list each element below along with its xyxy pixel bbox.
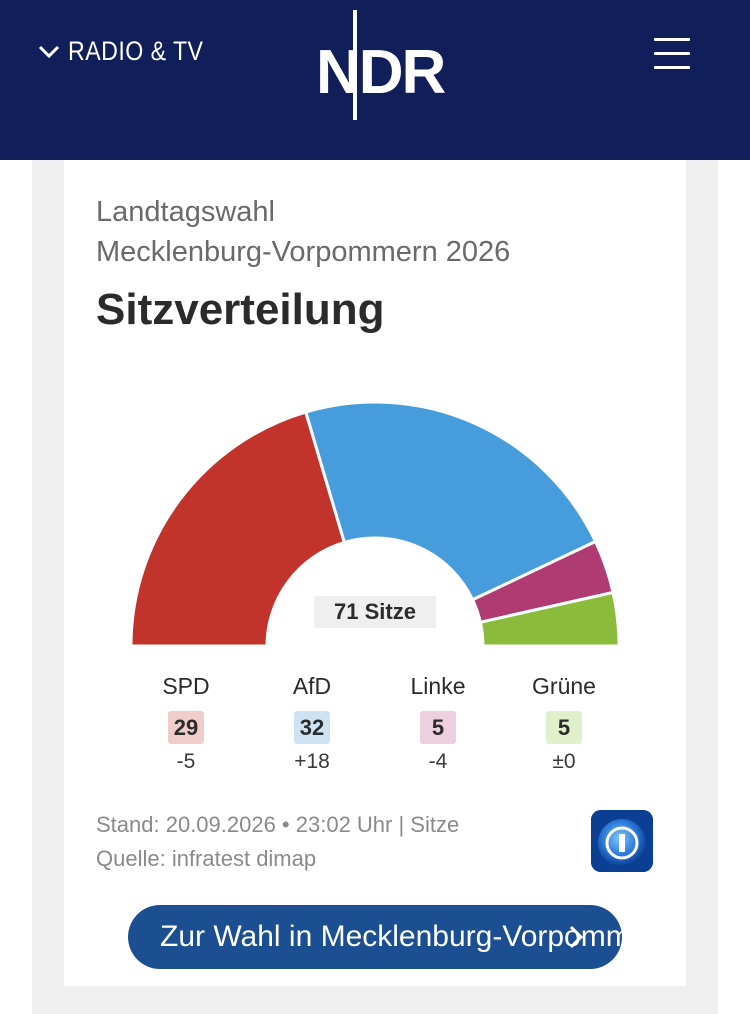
ndr-logo-text: NDR <box>316 38 446 107</box>
total-seats-label: 71 Sitze <box>314 596 436 628</box>
chevron-right-icon <box>569 925 584 949</box>
party-column-grüne: Grüne 5 ±0 <box>509 672 619 775</box>
election-link-label: Zur Wahl in Mecklenburg-Vorpommern <box>160 920 622 953</box>
seat-segment-grüne[interactable] <box>478 590 621 648</box>
ndr-logo[interactable]: NDR <box>316 10 446 120</box>
seat-segment-spd[interactable] <box>129 410 347 648</box>
seat-change-value: -4 <box>428 750 448 773</box>
radio-tv-nav-button[interactable]: RADIO & TV <box>38 36 226 67</box>
tagesschau-logo-icon[interactable] <box>591 810 653 872</box>
chart-title: Sitzverteilung <box>96 285 385 334</box>
timestamp-text: Stand: 20.09.2026 • 23:02 Uhr | Sitze <box>96 812 460 837</box>
seat-change-value: ±0 <box>552 750 576 773</box>
seat-change-value: +18 <box>294 750 330 773</box>
radio-tv-nav-label: RADIO & TV <box>68 36 204 66</box>
ndr-logo-bar <box>353 10 357 120</box>
seat-count-badge: 29 <box>167 711 205 744</box>
party-column-afd: AfD 32 +18 <box>257 672 367 775</box>
party-name: Linke <box>410 673 466 699</box>
party-name: AfD <box>292 673 332 699</box>
election-subtitle: Landtagswahl Mecklenburg-Vorpommern 2026 <box>96 192 656 272</box>
hamburger-menu-icon[interactable] <box>654 38 690 70</box>
seat-segment-afd[interactable] <box>303 400 598 602</box>
site-header <box>0 0 750 160</box>
subtitle-line-2: Mecklenburg-Vorpommern 2026 <box>96 236 511 268</box>
tagesschau-globe-icon <box>591 810 653 872</box>
party-column-spd: SPD 29 -5 <box>131 672 241 775</box>
chevron-down-icon <box>38 45 60 58</box>
subtitle-line-1: Landtagswahl <box>96 196 275 228</box>
seat-change-value: -5 <box>176 750 196 773</box>
meta-info: Stand: 20.09.2026 • 23:02 Uhr | Sitze Qu… <box>96 808 459 876</box>
party-name: Grüne <box>532 673 596 699</box>
party-name: SPD <box>162 673 210 699</box>
source-text: Quelle: infratest dimap <box>96 846 317 871</box>
election-link-button[interactable]: Zur Wahl in Mecklenburg-Vorpommern <box>128 905 622 969</box>
seat-count-badge: 32 <box>293 711 331 744</box>
seat-count-badge: 5 <box>420 711 456 744</box>
party-column-linke: Linke 5 -4 <box>383 672 493 775</box>
seat-count-badge: 5 <box>546 711 582 744</box>
